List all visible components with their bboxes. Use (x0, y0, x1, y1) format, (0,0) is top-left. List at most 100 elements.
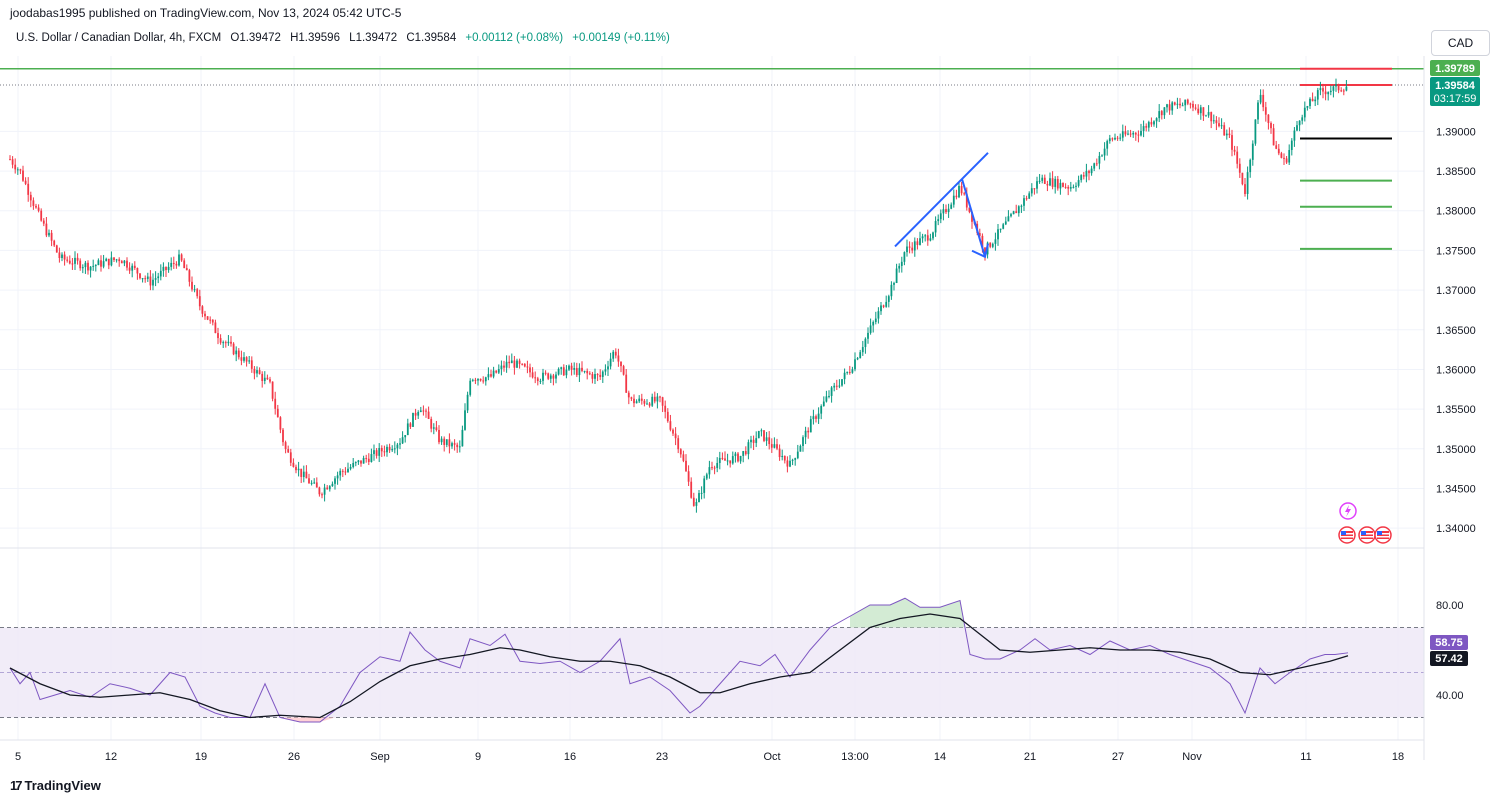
candle-body (295, 466, 297, 471)
candle-body (464, 410, 466, 430)
candle-body (76, 257, 79, 261)
candle-body (830, 387, 833, 396)
candle-body (456, 444, 459, 448)
candle-body (341, 470, 344, 472)
candle-body (562, 367, 565, 376)
candle-body (1205, 115, 1207, 117)
candle-body (1207, 112, 1210, 116)
candle-body (211, 319, 214, 323)
candle-body (388, 446, 391, 451)
candle-body (204, 313, 206, 317)
candle-body (627, 392, 630, 398)
candle-body (271, 381, 274, 399)
candle-body (1103, 148, 1106, 156)
candle-body (315, 482, 318, 488)
candle-body (531, 372, 534, 378)
candle-body (929, 238, 932, 241)
candle-body (1251, 143, 1254, 160)
candle-body (19, 169, 22, 171)
candle-body (1004, 221, 1007, 225)
currency-button[interactable]: CAD (1431, 30, 1490, 56)
candle-body (937, 219, 940, 222)
us-flag-icon[interactable] (1338, 526, 1356, 544)
rsi-value-badge: 58.75 (1430, 635, 1468, 650)
candle-body (903, 252, 906, 262)
candle-body (921, 236, 924, 239)
candle-body (401, 437, 404, 444)
candle-body (677, 438, 680, 450)
candle-body (313, 482, 316, 484)
candle-body (802, 437, 804, 446)
candle-body (55, 245, 58, 253)
candle-body (963, 193, 966, 195)
candle-body (1017, 206, 1020, 214)
candle-body (609, 358, 612, 367)
candle-body (1124, 131, 1127, 135)
candle-body (958, 185, 960, 198)
candle-body (744, 451, 747, 455)
candle-body (828, 395, 830, 397)
candle-body (115, 259, 118, 261)
candle-body (664, 405, 667, 412)
candle-body (172, 262, 175, 264)
candle-body (302, 471, 305, 477)
candle-body (1023, 198, 1025, 206)
candle-body (859, 352, 862, 359)
time-tick-label: 9 (475, 751, 481, 763)
candle-body (534, 377, 537, 379)
candle-body (708, 467, 711, 475)
candle-body (443, 438, 446, 445)
candle-body (412, 412, 414, 427)
candle-body (198, 296, 201, 307)
candle-body (266, 377, 269, 380)
candle-body (640, 398, 643, 401)
candle-body (521, 363, 524, 365)
candle-body (230, 341, 232, 344)
candle-body (1062, 182, 1064, 187)
candle-body (955, 195, 958, 198)
us-flag-icon[interactable] (1374, 526, 1392, 544)
candle-body (256, 370, 258, 374)
candle-body (375, 450, 378, 456)
candle-body (607, 366, 609, 370)
candle-body (750, 439, 752, 443)
candle-body (349, 467, 352, 469)
price-tick-label: 1.39000 (1436, 126, 1476, 138)
candle-body (409, 423, 412, 427)
lightning-icon[interactable] (1339, 502, 1357, 520)
candle-body (1059, 182, 1062, 189)
candle-body (1316, 90, 1319, 100)
candle-body (796, 451, 799, 459)
candle-body (544, 372, 547, 374)
candle-body (334, 478, 336, 484)
candle-body (770, 444, 773, 448)
candle-body (705, 474, 708, 479)
candle-body (248, 360, 251, 362)
resistance-badge-label: 1.39789 (1435, 63, 1475, 75)
candle-body (547, 373, 550, 379)
candle-body (61, 254, 63, 258)
candle-body (209, 319, 212, 321)
candle-body (1322, 88, 1324, 92)
candle-body (581, 367, 583, 371)
candle-body (906, 246, 908, 253)
rsi-ma-label: 57.42 (1435, 653, 1463, 665)
us-flag-icon[interactable] (1358, 526, 1376, 544)
candle-body (1150, 122, 1153, 125)
candle-body (1166, 104, 1168, 108)
candle-body (672, 429, 674, 434)
candle-body (1340, 90, 1343, 92)
candle-body (1111, 138, 1114, 140)
candle-body (1075, 185, 1077, 187)
candle-body (235, 350, 238, 355)
candle-body (167, 266, 170, 271)
candle-body (354, 462, 357, 464)
candle-body (1116, 137, 1119, 139)
candle-body (1181, 105, 1184, 107)
candle-body (583, 370, 586, 372)
candle-body (1298, 120, 1301, 126)
candle-body (1054, 178, 1057, 187)
rsi-value-label: 58.75 (1435, 637, 1463, 649)
candle-body (874, 318, 877, 322)
